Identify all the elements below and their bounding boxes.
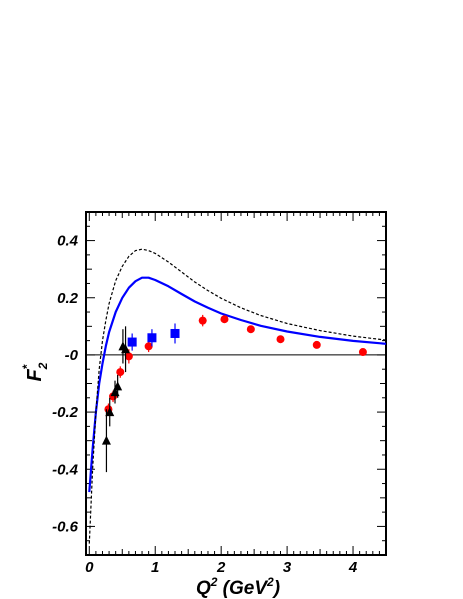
y-tick-label: 0.4 bbox=[57, 233, 79, 250]
data-point-circle bbox=[358, 348, 367, 357]
y-axis-title-base: F bbox=[24, 368, 46, 381]
data-point-square bbox=[127, 337, 137, 347]
data-point-circle bbox=[116, 368, 125, 377]
model-curve-solid bbox=[88, 276, 386, 493]
y-axis-title-sup: * bbox=[20, 364, 34, 370]
data-points bbox=[101, 314, 367, 473]
y-axis-title: F2* bbox=[20, 362, 50, 381]
data-point-circle bbox=[144, 342, 153, 351]
y-tick-label: -0.6 bbox=[52, 518, 79, 535]
x-axis-title-sup1: 2 bbox=[210, 575, 218, 589]
x-tick-label: 3 bbox=[283, 559, 292, 576]
y-tick-label: -0.2 bbox=[52, 404, 79, 421]
data-point-circle bbox=[276, 335, 285, 344]
data-point-square bbox=[170, 328, 180, 338]
y-tick-label: 0.2 bbox=[57, 290, 79, 307]
data-point-circle bbox=[124, 352, 133, 361]
x-tick-label: 1 bbox=[151, 559, 159, 576]
x-axis-title: Q2 (GeV2) bbox=[196, 575, 280, 599]
x-axis-title-base: Q bbox=[196, 578, 211, 599]
x-axis-title-sup2: 2 bbox=[266, 575, 274, 589]
x-tick-label: 0 bbox=[85, 559, 94, 576]
data-point-triangle bbox=[101, 435, 111, 445]
data-point-triangle bbox=[113, 381, 123, 391]
y-axis-title-sub: 2 bbox=[36, 362, 50, 370]
model-curve-dashed bbox=[88, 248, 386, 544]
x-tick-label: 4 bbox=[348, 559, 358, 576]
y-axis-title-text: F2* bbox=[20, 362, 50, 381]
model-curves bbox=[88, 248, 386, 544]
y-tick-label: -0 bbox=[65, 347, 79, 364]
data-point-circle bbox=[198, 316, 207, 325]
axis-ticks: 0 1 2 3 4 0.4 0.2 -0 -0.2 -0.4 -0.6 bbox=[52, 211, 387, 576]
x-tick-label: 2 bbox=[216, 559, 226, 576]
x-axis-title-unit-open: (GeV bbox=[217, 578, 268, 599]
data-point-circle bbox=[312, 340, 321, 349]
plot-frame bbox=[85, 211, 387, 556]
data-point-square bbox=[147, 333, 157, 343]
x-axis-title-unit-close: ) bbox=[272, 578, 280, 599]
data-point-triangle bbox=[121, 344, 131, 354]
data-point-circle bbox=[220, 315, 229, 324]
data-point-triangle bbox=[105, 407, 115, 417]
data-point-circle bbox=[246, 325, 255, 334]
y-tick-label: -0.4 bbox=[52, 461, 79, 478]
